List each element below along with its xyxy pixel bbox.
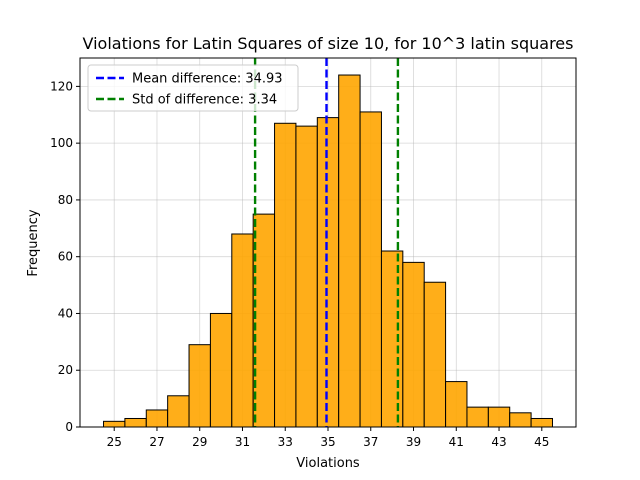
reference-lines bbox=[253, 58, 400, 427]
histogram-bar bbox=[509, 412, 532, 428]
histogram-bar bbox=[167, 395, 190, 428]
histogram-bar bbox=[231, 233, 254, 428]
histogram-bar bbox=[466, 406, 489, 428]
y-tick-label: 0 bbox=[65, 420, 73, 434]
histogram-bar bbox=[380, 250, 404, 428]
y-axis: 0 20 40 60 80 100 120 bbox=[50, 79, 80, 434]
y-axis-label: Frequency bbox=[26, 209, 41, 276]
y-tick-label: 40 bbox=[58, 306, 73, 320]
y-tick-label: 120 bbox=[50, 79, 73, 93]
x-tick-label: 29 bbox=[192, 435, 207, 449]
histogram-bar bbox=[402, 261, 425, 428]
legend-entry-label: Std of difference: 3.34 bbox=[132, 93, 277, 108]
x-tick-label: 27 bbox=[149, 435, 164, 449]
histogram-bar bbox=[359, 111, 382, 428]
histogram-bar bbox=[530, 417, 553, 428]
histogram-bar bbox=[316, 117, 340, 428]
histogram-bar bbox=[188, 344, 211, 428]
histogram-bar bbox=[209, 312, 233, 428]
x-axis-label: Violations bbox=[296, 456, 360, 471]
x-tick-label: 45 bbox=[534, 435, 549, 449]
histogram-bars bbox=[103, 74, 553, 428]
y-tick-label: 80 bbox=[58, 193, 73, 207]
histogram-bar bbox=[445, 381, 468, 428]
histogram-bar bbox=[274, 122, 297, 428]
x-tick-label: 35 bbox=[320, 435, 335, 449]
legend: Mean difference: 34.93 Std of difference:… bbox=[87, 64, 299, 112]
x-tick-label: 33 bbox=[278, 435, 293, 449]
x-tick-label: 31 bbox=[235, 435, 250, 449]
histogram-bar bbox=[124, 417, 147, 428]
x-tick-label: 41 bbox=[449, 435, 464, 449]
y-tick-label: 20 bbox=[58, 363, 73, 377]
chart-title: Violations for Latin Squares of size 10,… bbox=[83, 34, 574, 53]
histogram-bar bbox=[103, 420, 126, 428]
histogram-bar bbox=[145, 409, 169, 428]
histogram-bar bbox=[295, 125, 318, 428]
legend-entry-label: Mean difference: 34.93 bbox=[132, 72, 283, 87]
x-tick-label: 43 bbox=[491, 435, 506, 449]
x-tick-label: 39 bbox=[406, 435, 421, 449]
x-tick-label: 25 bbox=[107, 435, 122, 449]
histogram-bar bbox=[423, 281, 447, 428]
histogram-bar bbox=[338, 74, 361, 428]
histogram-bar bbox=[487, 406, 511, 428]
y-tick-label: 60 bbox=[58, 250, 73, 264]
legend-box bbox=[87, 64, 299, 112]
x-tick-label: 37 bbox=[363, 435, 378, 449]
x-axis: 25 27 29 31 33 35 37 39 41 43 45 bbox=[107, 427, 549, 449]
histogram-bar bbox=[252, 213, 276, 428]
y-tick-label: 100 bbox=[50, 136, 73, 150]
